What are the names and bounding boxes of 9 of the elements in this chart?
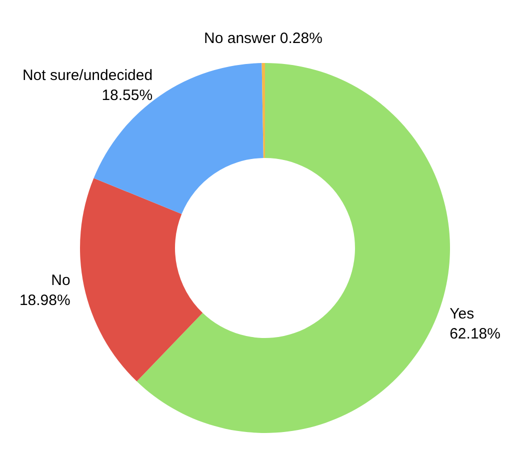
slice-label: Yes [450,305,474,322]
data-label: 18.98% [19,292,70,310]
donut-slice [80,178,203,382]
slice-label: No [51,272,70,290]
donut-slice [262,63,265,158]
slice-label: Not sure/undecided [22,66,153,84]
slice-label: No answer 0.28% [204,30,322,48]
data-label: 18.55% [102,86,153,104]
data-label: 62.18% [450,325,500,342]
